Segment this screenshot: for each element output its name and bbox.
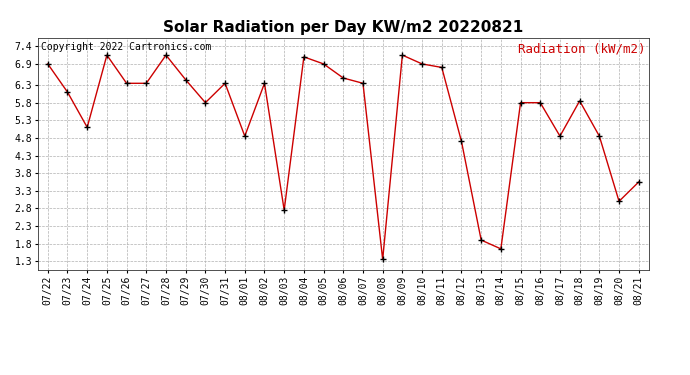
Title: Solar Radiation per Day KW/m2 20220821: Solar Radiation per Day KW/m2 20220821 [163, 20, 524, 35]
Text: Radiation (kW/m2): Radiation (kW/m2) [518, 42, 646, 55]
Text: Copyright 2022 Cartronics.com: Copyright 2022 Cartronics.com [41, 42, 211, 52]
